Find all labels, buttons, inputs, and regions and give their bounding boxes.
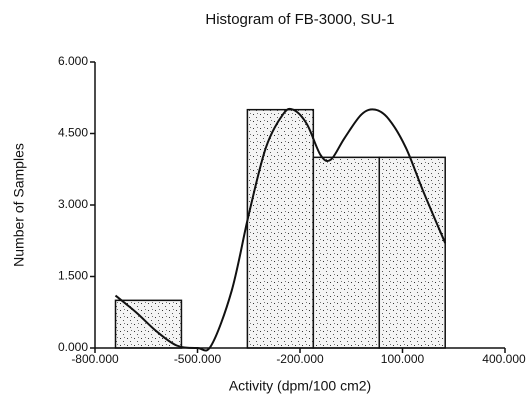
x-axis-title: Activity (dpm/100 cm2)	[229, 378, 371, 394]
y-tick-label: 1.500	[58, 269, 88, 283]
y-tick-label: 0.000	[58, 340, 88, 354]
bar	[246, 108, 315, 349]
y-tick-label: 3.000	[58, 197, 88, 211]
bar	[378, 156, 446, 349]
x-tick-label: -500.000	[174, 352, 222, 366]
bar	[312, 156, 381, 349]
chart-title: Histogram of FB-3000, SU-1	[205, 11, 394, 28]
x-tick-label: 400.000	[482, 352, 526, 366]
y-axis-title: Number of Samples	[11, 143, 27, 267]
y-tick-label: 6.000	[58, 54, 88, 68]
y-tick-label: 4.500	[58, 126, 88, 140]
x-tick-label: -800.000	[71, 352, 119, 366]
x-tick-label: 100.000	[381, 352, 425, 366]
x-tick-label: -200.000	[276, 352, 324, 366]
